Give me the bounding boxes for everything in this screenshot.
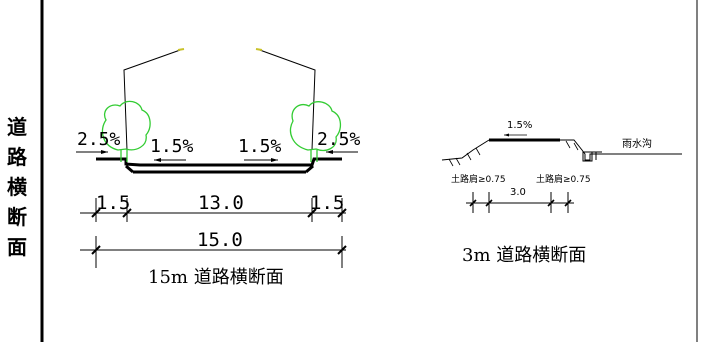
slope-label-left-outer: 2.5% [77, 129, 121, 150]
slope-arrowhead [101, 150, 108, 154]
dim-label-left-sidewalk: 1.5 [96, 192, 130, 214]
road-profile-lower [305, 164, 314, 174]
tree-right [289, 101, 342, 162]
hatch-mark [573, 142, 579, 151]
hatch-mark [455, 157, 461, 166]
vertical-title-char: 路 [7, 145, 27, 169]
vertical-title-char: 面 [7, 235, 27, 259]
section-15m: 2.5% 1.5% 1.5% 2.5% 1.5 13.0 1.5 [76, 48, 361, 288]
rain-ditch [582, 151, 593, 162]
vertical-title-char: 道 [7, 115, 27, 139]
hatch-mark [565, 140, 571, 149]
road-profile-lower [125, 164, 134, 174]
streetlight-right [256, 48, 316, 151]
tree-left [101, 100, 151, 162]
shoulder-label-right: 土路肩≥0.75 [536, 173, 591, 185]
vertical-title: 道 路 横 断 面 [4, 112, 30, 262]
section-3m: 雨水沟 1.5% 土路肩≥0.75 土路肩≥0.75 3.0 3m 道路横断面 [441, 120, 682, 266]
streetlight-right-lamp [255, 48, 263, 51]
slope-arrowhead [271, 158, 278, 162]
hatch-mark [475, 147, 481, 156]
slope-label-left-inner: 1.5% [150, 136, 194, 157]
slope-label-right-inner: 1.5% [238, 136, 282, 157]
dim-label-3m: 3.0 [510, 187, 526, 198]
dim-label-total: 15.0 [197, 229, 243, 251]
slope-label-right-outer: 2.5% [317, 129, 361, 150]
vertical-title-char: 断 [7, 205, 27, 229]
embankment-left [441, 139, 490, 161]
dimension-line-upper [80, 198, 347, 222]
dim-label-carriageway: 13.0 [198, 192, 244, 214]
caption-3m: 3m 道路横断面 [462, 245, 586, 266]
streetlight-left [123, 48, 184, 151]
shoulder-label-left: 土路肩≥0.75 [451, 173, 506, 185]
ditch-label: 雨水沟 [622, 137, 652, 150]
streetlight-left-lamp [177, 48, 185, 51]
hatch-mark [466, 152, 472, 161]
dim-label-right-sidewalk: 1.5 [310, 192, 344, 214]
embankment-right [560, 139, 682, 161]
slope-arrowhead [504, 133, 509, 137]
caption-15m: 15m 道路横断面 [148, 267, 284, 288]
road-profile-15m [96, 157, 342, 167]
slope-arrowhead [326, 150, 333, 154]
vertical-title-char: 横 [7, 175, 27, 199]
dimension-line-3m [466, 192, 574, 213]
hatch-mark [448, 158, 454, 167]
slope-arrowhead [154, 158, 161, 162]
dimension-line-total [80, 236, 347, 268]
slope-label-3m: 1.5% [507, 120, 532, 131]
